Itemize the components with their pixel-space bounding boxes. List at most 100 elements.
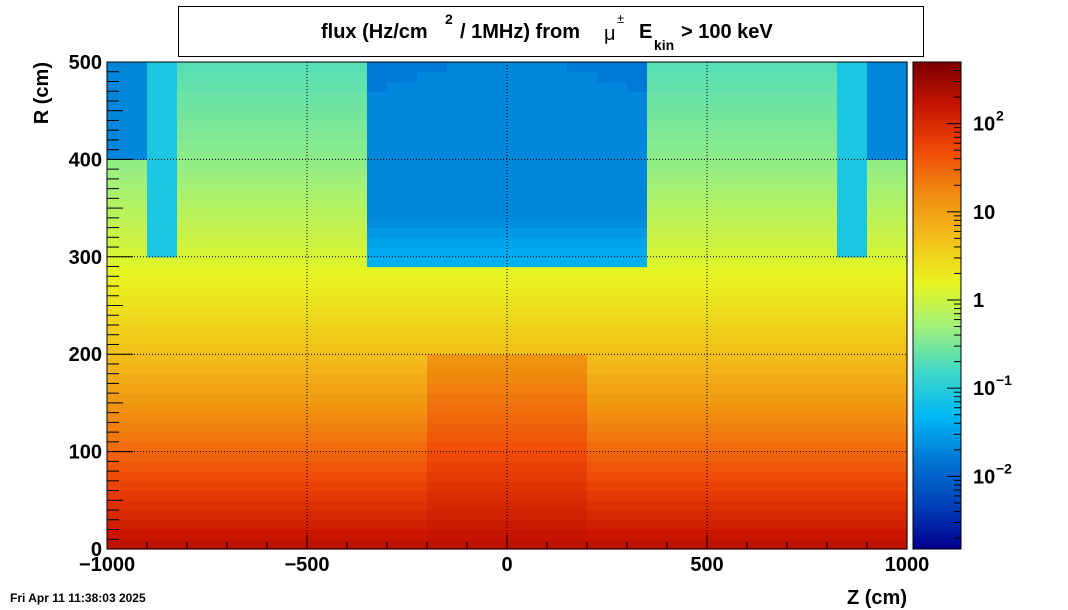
heatmap-cell (197, 188, 208, 199)
heatmap-cell (487, 71, 498, 83)
heatmap-cell (177, 198, 188, 209)
heatmap-cell (117, 217, 128, 229)
heatmap-cell (607, 159, 618, 170)
heatmap-cell (527, 130, 538, 141)
heatmap-cell (457, 529, 468, 540)
heatmap-cell (477, 256, 488, 268)
heatmap-cell (717, 393, 728, 404)
heatmap-cell (347, 62, 358, 73)
heatmap-cell (237, 519, 248, 531)
heatmap-cell (367, 286, 378, 297)
heatmap-cell (287, 441, 298, 453)
heatmap-cell (317, 519, 328, 531)
heatmap-cell (377, 480, 388, 492)
heatmap-cell (247, 100, 258, 112)
heatmap-cell (677, 286, 688, 297)
heatmap-cell (667, 432, 678, 443)
heatmap-cell (777, 227, 788, 238)
y-tick-label: 500 (69, 52, 102, 74)
heatmap-cell (217, 81, 228, 92)
heatmap-cell (267, 100, 278, 112)
heatmap-cell (637, 266, 648, 277)
heatmap-cell (767, 539, 778, 550)
heatmap-cell (157, 227, 168, 238)
heatmap-cell (317, 539, 328, 550)
heatmap-cell (107, 110, 118, 122)
heatmap-cell (867, 354, 878, 365)
heatmap-cell (487, 217, 498, 229)
heatmap-cell (617, 237, 628, 248)
heatmap-cell (487, 490, 498, 501)
heatmap-cell (847, 188, 858, 199)
heatmap-cell (827, 510, 838, 521)
heatmap-cell (527, 354, 538, 365)
heatmap-cell (567, 169, 578, 180)
heatmap-cell (387, 451, 398, 462)
heatmap-cell (547, 315, 558, 326)
heatmap-cell (507, 286, 518, 297)
heatmap-cell (367, 208, 378, 219)
heatmap-cell (767, 441, 778, 453)
heatmap-cell (327, 149, 338, 160)
heatmap-cell (767, 344, 778, 355)
heatmap-cell (167, 471, 178, 482)
heatmap-cell (557, 393, 568, 404)
heatmap-cell (637, 188, 648, 199)
heatmap-cell (587, 237, 598, 248)
heatmap-cell (677, 354, 688, 365)
heatmap-cell (397, 393, 408, 404)
heatmap-cell (597, 363, 608, 375)
heatmap-cell (437, 100, 448, 112)
heatmap-cell (737, 490, 748, 501)
heatmap-cell (487, 130, 498, 141)
heatmap-cell (517, 130, 528, 141)
heatmap-cell (627, 383, 638, 394)
heatmap-cell (147, 354, 158, 365)
heatmap-cell (347, 208, 358, 219)
heatmap-cell (527, 169, 538, 180)
heatmap-cell (267, 393, 278, 404)
heatmap-cell (797, 227, 808, 238)
heatmap-cell (137, 510, 148, 521)
heatmap-cell (427, 412, 438, 423)
heatmap-cell (767, 480, 778, 492)
heatmap-cell (847, 110, 858, 122)
heatmap-cell (357, 120, 368, 131)
heatmap-cell (367, 81, 378, 92)
heatmap-cell (277, 461, 288, 472)
heatmap-cell (787, 461, 798, 472)
heatmap-cell (697, 510, 708, 521)
heatmap-cell (357, 539, 368, 550)
heatmap-cell (307, 178, 318, 190)
heatmap-cell (657, 110, 668, 122)
heatmap-cell (637, 402, 648, 414)
heatmap-cell (737, 539, 748, 550)
heatmap-cell (317, 130, 328, 141)
heatmap-cell (557, 412, 568, 423)
heatmap-cell (297, 139, 308, 151)
heatmap-cell (427, 217, 438, 229)
heatmap-cell (887, 208, 898, 219)
heatmap-cell (507, 529, 518, 540)
heatmap-cell (617, 149, 628, 160)
heatmap-cell (747, 354, 758, 365)
heatmap-cell (487, 471, 498, 482)
heatmap-cell (807, 247, 818, 258)
heatmap-cell (137, 432, 148, 443)
heatmap-cell (307, 490, 318, 501)
heatmap-cell (617, 441, 628, 453)
heatmap-cell (767, 169, 778, 180)
heatmap-cell (367, 461, 378, 472)
heatmap-cell (737, 130, 748, 141)
heatmap-cell (687, 139, 698, 151)
heatmap-cell (487, 149, 498, 160)
heatmap-cell (417, 295, 428, 307)
heatmap-cell (147, 91, 158, 102)
heatmap-cell (727, 490, 738, 501)
heatmap-cell (447, 100, 458, 112)
heatmap-cell (817, 422, 828, 433)
heatmap-cell (647, 334, 658, 346)
heatmap-cell (367, 178, 378, 190)
heatmap-cell (447, 451, 458, 462)
heatmap-cell (357, 500, 368, 511)
